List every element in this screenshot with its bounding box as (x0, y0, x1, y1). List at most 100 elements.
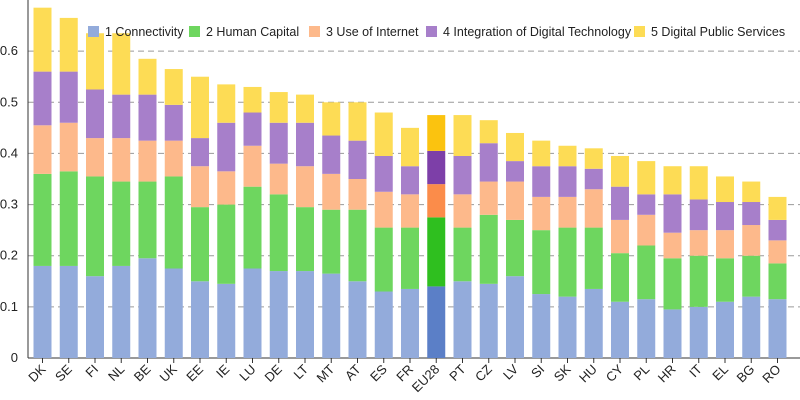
bar-segment-dk-s2 (33, 173, 52, 266)
x-tick-label: RO (759, 362, 783, 386)
bar-segment-uk-s4 (164, 104, 183, 141)
x-tick-label: EU28 (409, 362, 443, 396)
bar-segment-lu-s3 (243, 145, 262, 187)
bar-segment-hr-s5 (663, 166, 682, 195)
x-tick-label: BE (131, 361, 154, 384)
bar-segment-ro-s1 (768, 299, 787, 358)
bar-segment-at-s3 (348, 179, 367, 210)
x-tick-label: SI (528, 362, 547, 381)
bar-segment-mt-s3 (322, 173, 341, 210)
x-tick-label: DE (261, 361, 285, 385)
bar-segment-eu28-s4 (427, 150, 446, 185)
bar-segment-at-s1 (348, 281, 367, 358)
bar-segment-mt-s2 (322, 209, 341, 274)
bar-segment-pl-s1 (637, 299, 656, 358)
x-tick-label: DK (25, 361, 49, 385)
bar-segment-ee-s4 (191, 138, 209, 167)
y-tick-label: 0.5 (0, 94, 18, 109)
bar-segment-el-s3 (716, 230, 734, 259)
bar-segment-fr-s3 (401, 194, 419, 228)
legend-swatch (309, 26, 320, 37)
bar-segment-ro-s4 (768, 219, 787, 241)
bar-segment-hu-s5 (584, 148, 603, 169)
bar-segment-ie-s3 (217, 171, 236, 205)
y-tick-label: 0.1 (0, 299, 18, 314)
x-tick-label: CZ (472, 361, 495, 384)
bar-segment-sk-s2 (558, 227, 577, 297)
bar-segment-sk-s4 (558, 166, 577, 197)
bar-segment-lu-s2 (243, 186, 262, 269)
legend-item-label: 3 Use of Internet (326, 25, 419, 39)
bar-segment-cy-s1 (611, 301, 629, 358)
bar-segment-it-s3 (689, 230, 708, 256)
x-tick-label: IE (213, 361, 233, 381)
y-tick-label: 0.4 (0, 145, 18, 160)
x-tick-label: CY (603, 361, 627, 385)
legend-swatch (189, 26, 200, 37)
x-tick-label: LU (236, 362, 258, 384)
x-tick-label: UK (156, 361, 180, 385)
legend-swatch (634, 26, 645, 37)
bar-segment-fr-s4 (401, 166, 419, 195)
bar-segment-mt-s4 (322, 135, 341, 174)
bar-segment-fi-s4 (86, 89, 104, 139)
bar-segment-ee-s5 (191, 76, 209, 139)
bar-segment-it-s4 (689, 199, 708, 231)
bar-segment-pt-s1 (453, 281, 472, 358)
bar-segment-eu28-s3 (427, 184, 446, 218)
bar-segment-lt-s3 (296, 166, 314, 208)
bar-segment-fi-s1 (86, 276, 104, 358)
bar-segment-el-s2 (716, 258, 734, 302)
bar-segment-ee-s1 (191, 281, 209, 358)
bar-segment-se-s4 (59, 71, 78, 123)
bar-segment-se-s1 (59, 265, 78, 358)
bar-segment-si-s3 (532, 196, 551, 231)
bar-segment-ro-s3 (768, 240, 787, 264)
bar-segment-es-s5 (374, 112, 393, 156)
bar-segment-pt-s5 (453, 115, 472, 156)
bar-segment-mt-s5 (322, 102, 341, 136)
bar-segment-cy-s2 (611, 253, 629, 302)
bar-segment-fi-s5 (86, 33, 104, 90)
bar-segment-lu-s4 (243, 112, 262, 146)
bar-segment-si-s1 (532, 294, 551, 358)
bar-segment-hr-s4 (663, 194, 682, 233)
bar-segment-lu-s1 (243, 268, 262, 358)
bar-segment-si-s5 (532, 140, 551, 167)
bar-segment-se-s3 (59, 122, 78, 172)
bar-segment-bg-s1 (742, 296, 761, 358)
bar-segment-hu-s3 (584, 189, 603, 228)
x-tick-label: BG (733, 362, 757, 386)
bar-segment-nl-s3 (112, 138, 131, 182)
bar-segment-bg-s3 (742, 225, 761, 256)
bar-segment-eu28-s5 (427, 115, 446, 151)
bar-segment-nl-s2 (112, 181, 131, 266)
bar-segment-hu-s2 (584, 227, 603, 289)
x-tick-label: SE (52, 361, 75, 384)
x-tick-label: EL (709, 362, 731, 384)
bar-segment-eu28-s2 (427, 217, 446, 287)
bar-segment-se-s5 (59, 17, 78, 72)
x-tick-label: MT (313, 361, 337, 385)
bar-segment-pl-s3 (637, 214, 656, 246)
legend-item-label: 1 Connectivity (105, 25, 184, 39)
bar-segment-mt-s1 (322, 273, 341, 358)
bar-segment-pt-s4 (453, 155, 472, 195)
bar-segment-hr-s1 (663, 309, 682, 358)
bar-segment-ie-s4 (217, 122, 236, 172)
bar-segment-nl-s5 (112, 33, 131, 95)
bar-segment-cy-s3 (611, 219, 629, 254)
legend-item-label: 5 Digital Public Services (651, 25, 785, 39)
legend-item-label: 4 Integration of Digital Technology (443, 25, 632, 39)
bar-segment-hu-s1 (584, 288, 603, 358)
bar-segment-at-s4 (348, 140, 367, 179)
bar-segment-uk-s3 (164, 140, 183, 177)
bar-segment-cz-s5 (479, 120, 498, 144)
bar-segment-ro-s5 (768, 196, 787, 220)
bar-segment-be-s4 (138, 94, 157, 141)
bar-segment-bg-s2 (742, 255, 761, 297)
legend-item-label: 2 Human Capital (206, 25, 299, 39)
bar-segment-hu-s4 (584, 168, 603, 190)
